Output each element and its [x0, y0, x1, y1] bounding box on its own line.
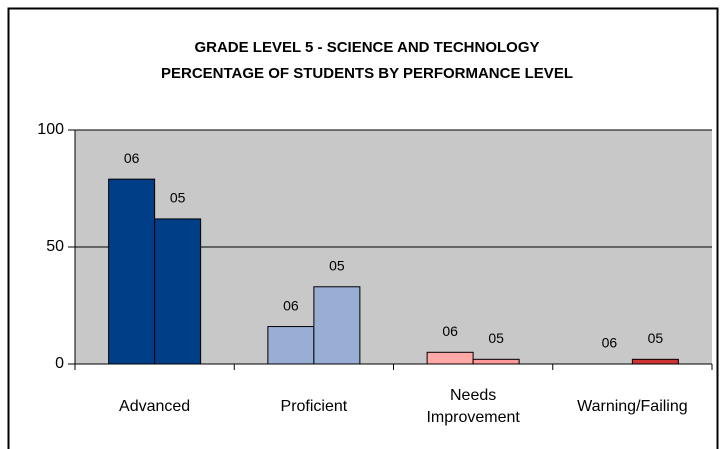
bar: [472, 358, 520, 365]
y-tick-label: 100: [37, 121, 64, 138]
bar-label: 05: [648, 330, 664, 346]
bar-label: 05: [170, 190, 186, 206]
x-tick-label: Needs Improvement: [426, 387, 520, 426]
bar: [631, 358, 679, 365]
y-tick-label: 50: [46, 238, 64, 255]
bar: [154, 218, 202, 365]
bar: [108, 178, 156, 365]
bar-label: 06: [442, 323, 458, 339]
bar-label: 05: [329, 257, 345, 273]
bar-label: 06: [124, 150, 140, 166]
x-tick-label: Warning/Failing: [577, 398, 688, 415]
chart-title: GRADE LEVEL 5 - SCIENCE AND TECHNOLOGY: [194, 39, 539, 56]
bar-label: 05: [488, 330, 504, 346]
y-tick-label: 0: [55, 355, 64, 372]
chart-title: PERCENTAGE OF STUDENTS BY PERFORMANCE LE…: [161, 65, 573, 82]
bar-label: 06: [602, 335, 618, 351]
bar: [426, 351, 474, 365]
x-tick-label: Proficient: [280, 398, 348, 415]
bar: [267, 326, 315, 365]
x-tick-label: Advanced: [119, 398, 191, 415]
bar-label: 06: [283, 297, 299, 313]
bar: [313, 286, 361, 365]
